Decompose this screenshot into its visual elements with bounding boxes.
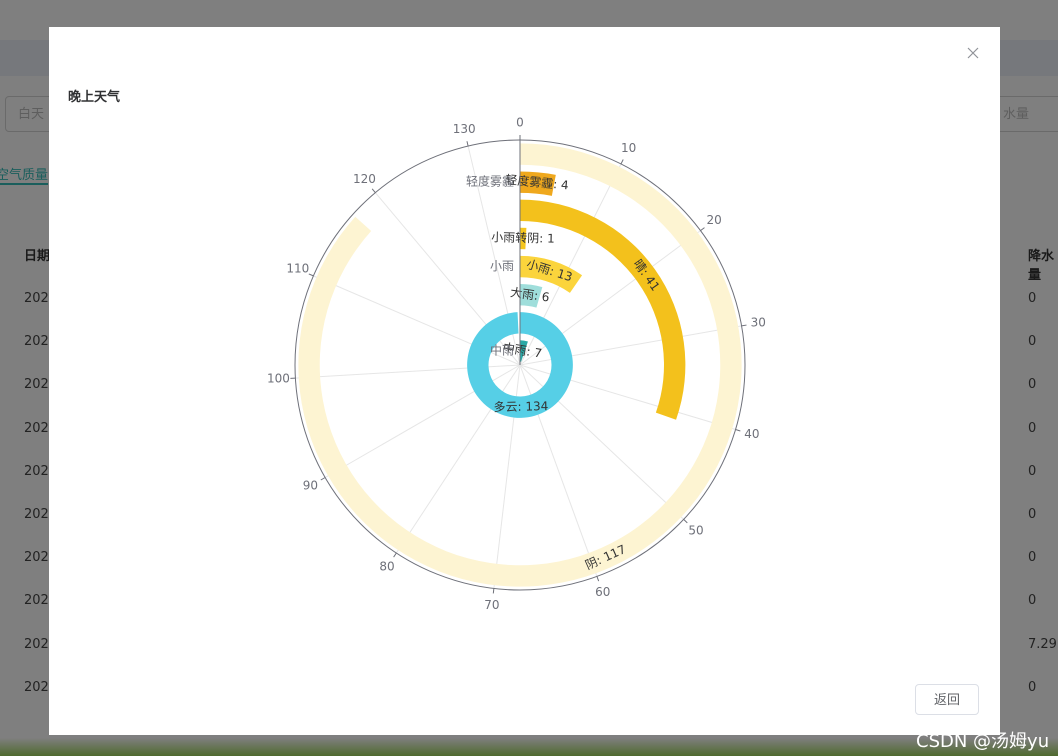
table-cell: 0	[1028, 334, 1037, 350]
data-label: 小雨转阴: 1	[491, 229, 555, 245]
table-cell: 0	[1028, 593, 1037, 609]
table-cell: 2022	[24, 377, 58, 393]
angle-tick-label: 80	[379, 560, 394, 574]
angle-tick-label: 40	[744, 427, 759, 441]
tick-mark	[741, 324, 747, 327]
table-cell: 0	[1028, 550, 1037, 566]
bar	[520, 340, 528, 362]
bar	[467, 312, 573, 418]
angle-tick-label: 70	[484, 598, 499, 612]
dialog: 晚上天气 0 10 20 30 40 50 60 70 80 90 100 110 120 130 中雨: …	[49, 27, 1000, 735]
tick-mark	[492, 588, 495, 594]
table-header: 降水量	[1028, 249, 1055, 283]
table-cell: 2024	[24, 334, 58, 350]
angle-tick-label: 50	[688, 524, 703, 538]
angle-tick-label: 10	[621, 141, 636, 155]
tick-mark	[466, 141, 469, 147]
table-cell: 7.29	[1028, 636, 1057, 652]
watermark: CSDN @汤姆yu	[916, 731, 1050, 752]
tick-mark	[620, 159, 624, 165]
tick-mark	[320, 477, 326, 481]
chart: 0 10 20 30 40 50 60 70 80 90 100 110 120 130 中雨: 7 多云: …	[267, 116, 766, 612]
grass-strip	[0, 738, 1058, 756]
input[interactable]: 水量	[990, 96, 1058, 132]
angle-tick-label: 120	[353, 172, 376, 186]
table-cell: 0	[1028, 420, 1037, 436]
table-cell: 2024	[24, 463, 58, 479]
tick-mark	[700, 227, 705, 232]
angle-tick-label: 110	[286, 262, 309, 276]
angle-tick-label: 60	[595, 585, 610, 599]
table-cell: 0	[1028, 507, 1037, 522]
tick-mark	[683, 519, 688, 524]
angle-tick-label: 130	[453, 122, 476, 136]
table-cell: 2024	[24, 420, 58, 436]
data-label: 多云: 134	[493, 399, 548, 414]
tab[interactable]: 空气质量	[0, 164, 49, 185]
data-label: 大雨: 6	[509, 285, 550, 304]
close-button[interactable]	[967, 47, 979, 59]
back-button[interactable]: 返回	[915, 684, 979, 715]
table-cell: 2022	[24, 636, 58, 652]
radial-tick-label: 中雨	[490, 342, 514, 357]
radial-tick-label: 轻度雾霾	[466, 174, 514, 189]
tick-mark	[308, 273, 314, 277]
angle-tick-label: 0	[516, 116, 524, 130]
tick-mark	[596, 576, 600, 582]
angle-tick-label: 90	[303, 479, 318, 493]
bar	[520, 199, 686, 420]
bar	[520, 227, 527, 250]
angle-tick-label: 30	[751, 315, 766, 329]
tick-mark	[735, 429, 741, 432]
tick-mark	[393, 552, 397, 558]
bar	[520, 171, 556, 196]
angle-tick-label: 100	[267, 372, 290, 386]
table-cell: 0	[1028, 679, 1037, 695]
table-cell: 2024	[24, 291, 58, 306]
bar	[520, 284, 543, 308]
data-label: 轻度雾霾: 4	[505, 172, 570, 193]
table-cell: 0	[1028, 377, 1037, 393]
bar	[520, 255, 583, 293]
table-header: 日期	[24, 249, 51, 264]
table-cell: 2024	[24, 593, 58, 609]
table-cell: 2024	[24, 550, 58, 566]
tick-mark	[371, 188, 376, 193]
table-cell: 0	[1028, 463, 1037, 479]
table-cell: 0	[1028, 291, 1037, 306]
radial-tick-label: 小雨	[490, 259, 514, 273]
dialog-title: 晚上天气	[68, 90, 121, 105]
data-label: 中雨: 7	[502, 340, 543, 361]
table-cell: 2022	[24, 679, 58, 695]
angle-tick-label: 20	[706, 213, 721, 227]
table-cell: 2022	[24, 507, 58, 522]
